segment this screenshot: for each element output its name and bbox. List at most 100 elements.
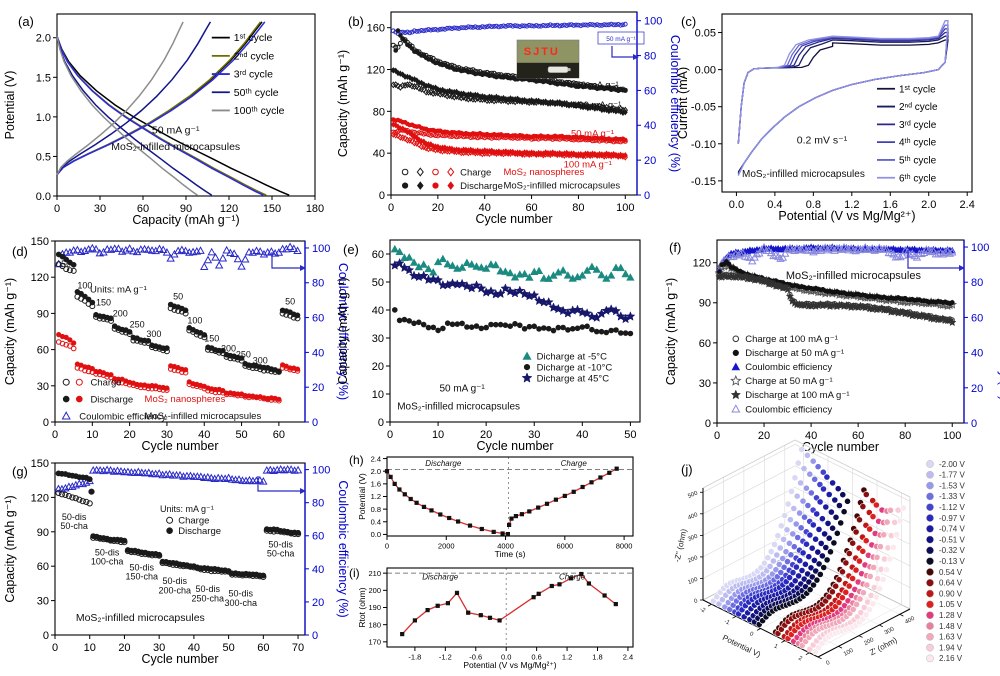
svg-text:100-cha: 100-cha — [91, 557, 124, 567]
svg-text:0: 0 — [312, 630, 318, 642]
svg-text:70: 70 — [292, 642, 304, 654]
svg-text:80: 80 — [644, 51, 656, 63]
svg-text:0: 0 — [388, 202, 394, 214]
svg-text:Coulombic efficiency: Coulombic efficiency — [745, 362, 832, 373]
svg-text:160: 160 — [367, 23, 385, 35]
svg-text:150: 150 — [31, 458, 49, 470]
svg-text:1.0: 1.0 — [36, 112, 51, 124]
svg-text:40: 40 — [971, 348, 983, 360]
svg-text:500: 500 — [687, 490, 699, 500]
svg-text:300: 300 — [687, 533, 699, 543]
svg-text:0.4: 0.4 — [371, 517, 381, 526]
panel-d-rate-capability: 0 10 20 30 40 50 60 0 30 60 90 120 150 0 20 40 60 80 100 Cy… — [0, 228, 350, 453]
svg-text:20: 20 — [118, 642, 130, 654]
svg-text:2.4: 2.4 — [371, 454, 381, 463]
svg-text:0: 0 — [971, 418, 977, 430]
svg-text:(a): (a) — [18, 14, 34, 29]
svg-text:50: 50 — [285, 296, 295, 306]
svg-text:60: 60 — [137, 203, 149, 215]
svg-text:50 mA g⁻¹: 50 mA g⁻¹ — [439, 383, 485, 394]
svg-text:50-dis: 50-dis — [268, 539, 293, 549]
svg-text:Charge: Charge — [90, 377, 121, 388]
svg-text:300: 300 — [146, 329, 161, 339]
svg-text:10: 10 — [84, 642, 96, 654]
svg-text:4ᵗʰ cycle: 4ᵗʰ cycle — [899, 138, 937, 149]
svg-text:50-dis: 50-dis — [163, 576, 188, 586]
svg-text:120: 120 — [31, 492, 49, 504]
svg-text:40: 40 — [373, 148, 385, 160]
svg-text:50 mA g⁻¹: 50 mA g⁻¹ — [571, 128, 614, 139]
svg-text:120: 120 — [31, 272, 49, 284]
svg-text:40: 40 — [198, 429, 210, 441]
svg-text:2ⁿᵈ cycle: 2ⁿᵈ cycle — [234, 50, 275, 62]
svg-text:1.2: 1.2 — [371, 492, 381, 501]
svg-text:60: 60 — [525, 202, 537, 214]
svg-text:0.05: 0.05 — [695, 28, 716, 40]
svg-text:20: 20 — [312, 382, 324, 394]
svg-text:MoS₂-infilled microcapsules: MoS₂-infilled microcapsules — [76, 612, 205, 624]
svg-text:(f): (f) — [669, 240, 681, 255]
svg-text:200: 200 — [863, 637, 875, 647]
svg-text:40: 40 — [312, 347, 324, 359]
svg-text:1ˢᵗ cycle: 1ˢᵗ cycle — [234, 32, 273, 44]
svg-text:100: 100 — [644, 16, 662, 28]
svg-text:60: 60 — [37, 345, 49, 357]
svg-text:60: 60 — [37, 561, 49, 573]
svg-text:Potential (V vs Mg/Mg²⁺): Potential (V vs Mg/Mg²⁺) — [778, 209, 915, 223]
svg-text:90: 90 — [37, 308, 49, 320]
svg-text:Coulombic efficiency: Coulombic efficiency — [745, 404, 832, 415]
panel-b-cycling-stability: 0 20 40 60 80 100 0 40 80 120 160 0 20 40 60 80 100 Cycle… — [333, 0, 682, 228]
svg-text:50: 50 — [624, 429, 636, 441]
svg-text:0.6: 0.6 — [531, 653, 541, 662]
svg-text:80: 80 — [312, 498, 324, 510]
svg-text:400: 400 — [687, 512, 699, 522]
svg-text:100ᵗʰ cycle: 100ᵗʰ cycle — [234, 105, 285, 117]
svg-text:Units: mA g⁻¹: Units: mA g⁻¹ — [160, 504, 214, 514]
svg-text:2.0: 2.0 — [921, 199, 936, 211]
svg-text:Capacity (mAh g⁻¹): Capacity (mAh g⁻¹) — [3, 495, 17, 602]
svg-text:100: 100 — [187, 316, 202, 326]
panel-h-gitt-potential-time: 0 2000 4000 6000 8000 0.0 0.4 0.8 1.2 1.6 2.0 2.4 Ti… — [333, 450, 667, 563]
svg-text:1.6: 1.6 — [883, 199, 898, 211]
svg-text:Time (s): Time (s) — [495, 549, 526, 559]
svg-text:20: 20 — [644, 155, 656, 167]
svg-text:Coulombic efficiency: Coulombic efficiency — [79, 411, 166, 422]
svg-text:60: 60 — [372, 249, 384, 261]
svg-text:0.0: 0.0 — [729, 199, 744, 211]
svg-text:Potential V): Potential V) — [721, 633, 762, 659]
svg-text:50 mA g⁻¹: 50 mA g⁻¹ — [576, 80, 619, 91]
svg-text:0.00: 0.00 — [695, 65, 716, 77]
svg-text:2.4: 2.4 — [960, 199, 975, 211]
svg-text:5ᵗʰ cycle: 5ᵗʰ cycle — [899, 155, 937, 166]
svg-text:0: 0 — [43, 417, 49, 429]
svg-text:0: 0 — [714, 430, 720, 442]
panel-f-mixed-rate-cycling: 0 20 40 60 80 100 0 30 60 90 120 0 20 40 60 80 100 Cycle … — [664, 228, 1000, 454]
svg-text:Charge at 100 mA g⁻¹: Charge at 100 mA g⁻¹ — [745, 334, 838, 345]
svg-text:300-cha: 300-cha — [224, 598, 257, 608]
svg-text:60: 60 — [257, 642, 269, 654]
svg-text:SJTU: SJTU — [524, 46, 560, 58]
svg-text:-1.8: -1.8 — [408, 653, 421, 662]
svg-text:60: 60 — [273, 429, 285, 441]
svg-text:50: 50 — [222, 642, 234, 654]
svg-text:80: 80 — [373, 106, 385, 118]
svg-text:1.05 V: 1.05 V — [939, 600, 963, 609]
svg-text:1.6: 1.6 — [371, 480, 381, 489]
svg-text:0: 0 — [644, 190, 650, 202]
svg-text:50ᵗʰ cycle: 50ᵗʰ cycle — [234, 87, 279, 99]
svg-text:100: 100 — [616, 202, 634, 214]
svg-text:Cycle number: Cycle number — [476, 439, 553, 453]
svg-text:50-cha: 50-cha — [267, 549, 295, 559]
svg-text:MoS₂ nanospheres: MoS₂ nanospheres — [503, 167, 584, 178]
svg-text:Coulombic efficiency (%): Coulombic efficiency (%) — [997, 263, 1000, 400]
panel-i-resistance-potential: -1.8 -1.2 -0.6 0.0 0.6 1.2 1.8 2.4 170 180 190 200 2… — [333, 563, 667, 676]
svg-text:Dicharge at 45°C: Dicharge at 45°C — [537, 373, 610, 384]
svg-text:250-cha: 250-cha — [192, 593, 225, 603]
svg-text:60: 60 — [644, 85, 656, 97]
svg-text:0.2 mV s⁻¹: 0.2 mV s⁻¹ — [797, 134, 848, 146]
svg-text:-1.33 V: -1.33 V — [939, 492, 965, 501]
svg-text:Coulombic efficiency (%): Coulombic efficiency (%) — [668, 35, 682, 172]
svg-text:Cycle number: Cycle number — [802, 440, 879, 454]
svg-text:50-dis: 50-dis — [95, 547, 120, 557]
